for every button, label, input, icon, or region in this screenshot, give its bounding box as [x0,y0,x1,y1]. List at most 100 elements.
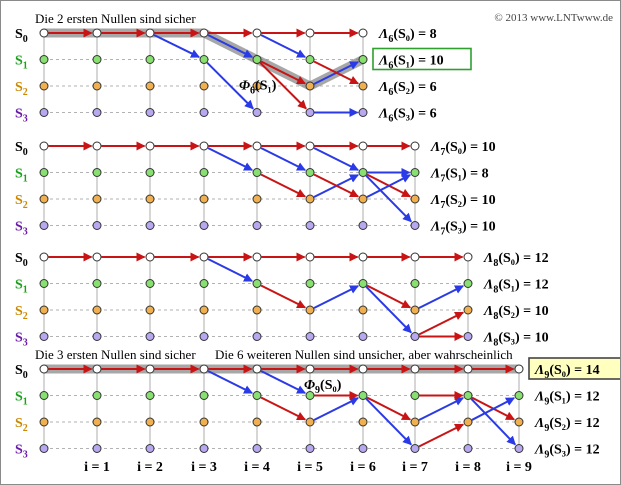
step-label: i = 2 [137,460,163,475]
path-metric-s2: Λ6(S₂) = 6 [378,80,437,98]
trellis-node [358,332,368,341]
trellis-node [305,28,315,38]
step-label: i = 7 [402,460,428,475]
trellis-node [358,141,368,151]
trellis-node [358,444,368,453]
trellis-node [145,108,155,117]
path-metric-s0: Λ8(S₀) = 12 [483,251,549,269]
branch-blue [313,285,359,309]
trellis-node [410,444,420,453]
trellis-node [358,391,368,400]
trellis-node [145,364,155,374]
trellis-node [252,364,262,374]
trellis-node [39,279,49,288]
state-label-s3: S3 [15,331,28,349]
trellis-node [252,279,262,288]
trellis-node [199,279,209,288]
trellis-node [39,364,49,374]
trellis-node [145,81,155,91]
trellis-node [252,221,262,230]
state-label-s0: S0 [15,140,28,158]
step-label: i = 6 [350,460,376,475]
trellis-node [39,221,49,230]
trellis-node [199,391,209,400]
trellis-node [358,108,368,117]
trellis-node [305,391,315,400]
trellis-node [92,279,102,288]
trellis-node [39,252,49,262]
trellis-node [463,252,473,262]
path-metric-s0: Λ9(S₀) = 14 [534,363,600,381]
path-metric-s3: Λ7(S₃) = 10 [430,220,496,238]
path-metric-s2: Λ9(S₂) = 12 [534,416,600,434]
trellis-panels: S0 S1 S2 S3 Die 2 ersten Nullen sind sicher Φ… [15,11,620,461]
trellis-node [252,28,262,38]
trellis-node [92,194,102,204]
trellis-node [145,279,155,288]
trellis-node [358,279,368,288]
trellis-node [252,141,262,151]
trellis-node [145,141,155,151]
branch-blue [260,34,306,58]
step-axis: i = 1 i = 2 i = 3 i = 4 i = 5 i = 6 i = 7 i = 8… [84,460,532,475]
branch-blue [470,398,516,446]
trellis-node [410,364,420,374]
trellis-node [39,305,49,315]
step-label: i = 1 [84,460,110,475]
trellis-node [358,417,368,427]
trellis-node [199,28,209,38]
trellis-node [463,364,473,374]
trellis-node [145,252,155,262]
trellis-node [92,305,102,315]
step-label: i = 5 [297,460,323,475]
branch-red [259,61,307,110]
trellis-node [252,168,262,177]
trellis-node [463,444,473,453]
trellis-node [358,194,368,204]
trellis-node [252,252,262,262]
trellis-panel-3: S0 S1 S2 S3 Λ8(S₀) = 12 Λ8(S₁) = 12 Λ8(S₂) = 1… [15,251,549,349]
branch-red [366,396,411,421]
state-label-s0: S0 [15,363,28,381]
trellis-node [410,417,420,427]
trellis-node [39,108,49,117]
trellis-node [252,332,262,341]
branch-red [313,60,359,85]
trellis-node [252,55,262,64]
state-label-s1: S1 [15,278,28,296]
state-label-s2: S2 [15,304,28,322]
trellis-node [463,391,473,400]
trellis-node [92,444,102,453]
step-label: i = 4 [244,460,270,475]
state-label-s2: S2 [15,416,28,434]
branch-blue [153,34,200,58]
branch-blue [418,285,464,309]
trellis-node [199,108,209,117]
trellis-node [305,141,315,151]
trellis-node [252,81,262,91]
branch-blue [418,397,464,421]
trellis-node [514,391,524,400]
trellis-node [252,108,262,117]
trellis-node [358,364,368,374]
note-uncertain: Die 6 weiteren Nullen sind unsicher, abe… [215,347,513,362]
trellis-node [92,417,102,427]
trellis-node [358,305,368,315]
state-label-s0: S0 [15,27,28,45]
trellis-node [39,81,49,91]
branch-red [260,173,306,198]
trellis-node [305,305,315,315]
trellis-node [92,168,102,177]
trellis-node [92,252,102,262]
trellis-node [252,417,262,427]
path-metric-s2: Λ8(S₂) = 10 [483,304,549,322]
trellis-node [39,444,49,453]
trellis-node [410,141,420,151]
trellis-node [514,364,524,374]
trellis-node [305,417,315,427]
trellis-node [305,221,315,230]
path-metric-s1: Λ9(S₁) = 12 [534,390,600,408]
branch-blue [207,147,253,171]
state-label-s3: S3 [15,443,28,461]
